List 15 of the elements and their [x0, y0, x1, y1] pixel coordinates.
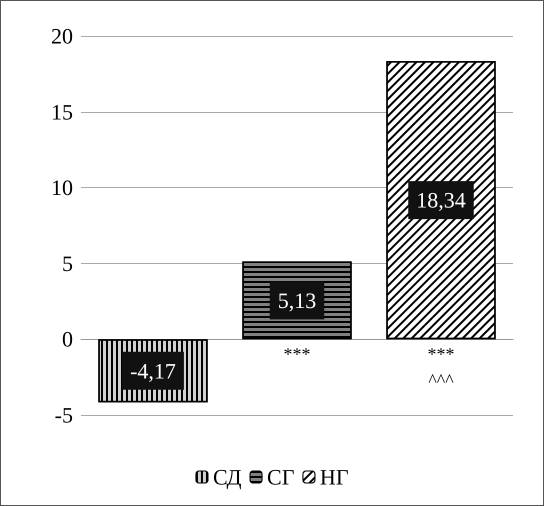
y-tick-label: 15 — [51, 99, 73, 124]
data-label: -4,17 — [130, 358, 176, 384]
legend-label: НГ — [320, 464, 349, 490]
data-label: 5,13 — [278, 288, 316, 313]
annotation: *** — [284, 344, 310, 364]
y-tick-label: 10 — [51, 175, 73, 200]
annotation: ^^^ — [428, 370, 454, 390]
y-tick-label: 20 — [51, 24, 73, 48]
y-tick-label: -5 — [54, 402, 73, 428]
y-tick-label: 5 — [62, 250, 73, 276]
legend-label: СГ — [267, 464, 295, 490]
legend-label: СД — [212, 464, 242, 490]
data-label: 18,34 — [416, 188, 466, 213]
y-tick-label: 0 — [62, 326, 73, 352]
annotation: *** — [428, 344, 454, 364]
